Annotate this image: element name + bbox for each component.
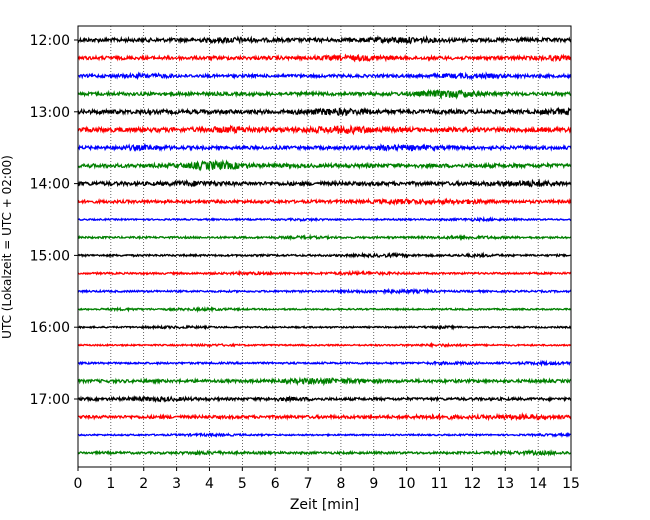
y-axis-label: UTC (Lokalzeit = UTC + 02:00)	[0, 155, 14, 339]
x-tick-label: 7	[304, 476, 313, 492]
x-tick-label: 4	[205, 476, 214, 492]
trace-1600	[77, 323, 572, 331]
trace-1315	[77, 124, 572, 136]
trace-1445	[77, 233, 572, 242]
trace-1330	[77, 142, 572, 153]
plot-frame	[77, 25, 572, 468]
trace-1530	[77, 287, 572, 296]
x-tick-label: 12	[463, 476, 481, 492]
trace-1500	[77, 251, 572, 259]
x-tick-label: 1	[106, 476, 115, 492]
x-axis-ticks: 0 1 2 3 4 5 6 7 8 9 10 11 12 13 14 15	[74, 467, 580, 492]
x-tick-label: 10	[398, 476, 416, 492]
trace-1615	[77, 341, 572, 349]
x-tick-label: 11	[431, 476, 449, 492]
trace-1245	[77, 88, 571, 100]
trace-1415	[77, 197, 572, 207]
y-tick-label: 14:00	[30, 177, 70, 193]
trace-1645	[77, 376, 572, 387]
trace-1745	[77, 448, 572, 457]
trace-1700	[77, 395, 572, 403]
x-tick-label: 8	[336, 476, 345, 492]
x-tick-label: 9	[369, 476, 378, 492]
x-tick-label: 13	[496, 476, 514, 492]
trace-1515	[77, 269, 572, 277]
x-tick-label: 0	[74, 476, 83, 492]
y-tick-label: 17:00	[30, 392, 70, 408]
x-tick-label: 3	[172, 476, 181, 492]
trace-1400	[77, 178, 572, 188]
trace-1430	[78, 215, 572, 223]
trace-1730	[77, 431, 572, 438]
x-tick-label: 6	[271, 476, 280, 492]
y-tick-label: 15:00	[30, 248, 70, 264]
y-tick-label: 12:00	[30, 33, 70, 49]
y-tick-label: 16:00	[30, 320, 70, 336]
trace-1230	[77, 71, 572, 81]
trace-1300	[77, 106, 572, 117]
trace-1545	[77, 305, 572, 314]
y-tick-label: 13:00	[30, 105, 70, 121]
trace-1715	[77, 412, 572, 422]
trace-1215	[77, 53, 572, 63]
x-tick-label: 5	[238, 476, 247, 492]
trace-1630	[77, 359, 572, 367]
x-tick-label: 14	[529, 476, 547, 492]
y-axis-ticks: 12:00 13:00 14:00 15:00 16:00 17:00	[30, 33, 78, 408]
x-tick-label: 2	[139, 476, 148, 492]
trace-1200	[77, 34, 572, 46]
trace-series	[77, 34, 572, 457]
trace-1345	[77, 159, 572, 172]
x-axis-label: Zeit [min]	[290, 497, 359, 513]
x-tick-label: 15	[562, 476, 580, 492]
